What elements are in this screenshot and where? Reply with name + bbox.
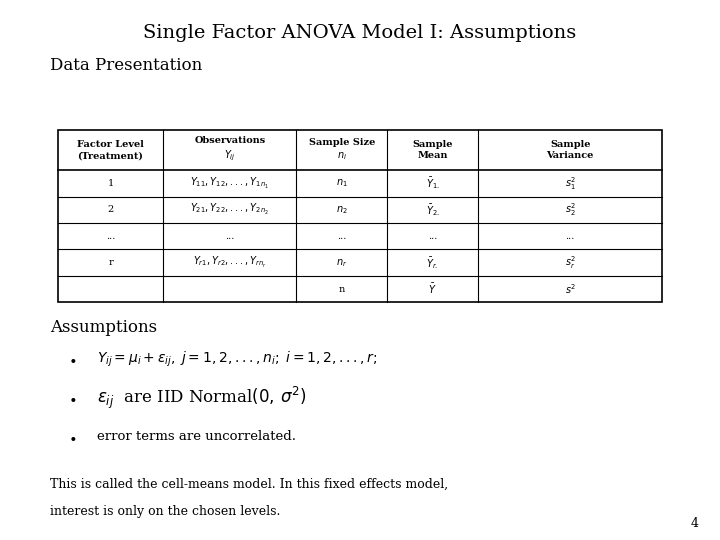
Text: Assumptions: Assumptions (50, 319, 158, 335)
Text: $\bar{Y}$: $\bar{Y}$ (428, 282, 437, 296)
Text: $\bullet$: $\bullet$ (68, 352, 76, 366)
Text: Observations
$Y_{ij}$: Observations $Y_{ij}$ (194, 137, 266, 163)
Text: $\varepsilon_{ij}$  are IID Normal$(0,\,\sigma^2)$: $\varepsilon_{ij}$ are IID Normal$(0,\,\… (97, 385, 307, 411)
Text: ...: ... (225, 232, 235, 241)
Text: $n_1$: $n_1$ (336, 178, 348, 189)
Text: 4: 4 (690, 517, 698, 530)
Text: interest is only on the chosen levels.: interest is only on the chosen levels. (50, 505, 281, 518)
Text: $n_r$: $n_r$ (336, 257, 348, 268)
Text: $s_r^2$: $s_r^2$ (564, 254, 576, 271)
Text: $\bar{Y}_{r.}$: $\bar{Y}_{r.}$ (426, 255, 438, 271)
Text: n: n (338, 285, 345, 294)
Text: ...: ... (565, 232, 575, 241)
Text: ...: ... (337, 232, 346, 241)
Text: $Y_{21},Y_{22},...,Y_{2n_2}$: $Y_{21},Y_{22},...,Y_{2n_2}$ (191, 202, 269, 217)
Text: $\bar{Y}_{1.}$: $\bar{Y}_{1.}$ (426, 176, 439, 191)
Text: $Y_{11},Y_{12},...,Y_{1n_1}$: $Y_{11},Y_{12},...,Y_{1n_1}$ (190, 176, 269, 191)
Text: Single Factor ANOVA Model I: Assumptions: Single Factor ANOVA Model I: Assumptions (143, 24, 577, 42)
Text: $s_1^2$: $s_1^2$ (564, 175, 576, 192)
Text: Sample Size
$n_i$: Sample Size $n_i$ (309, 138, 375, 161)
Text: Factor Level
(Treatment): Factor Level (Treatment) (77, 140, 144, 160)
Text: error terms are uncorrelated.: error terms are uncorrelated. (97, 430, 296, 443)
Text: $Y_{ij} = \mu_i + \varepsilon_{ij},\; j=1,2,...,n_i;\; i=1,2,...,r;$: $Y_{ij} = \mu_i + \varepsilon_{ij},\; j=… (97, 349, 378, 369)
Text: $s_2^2$: $s_2^2$ (564, 201, 576, 218)
Text: ...: ... (428, 232, 437, 241)
Text: $s^2$: $s^2$ (564, 282, 576, 296)
Text: r: r (108, 258, 113, 267)
Text: This is called the cell-means model. In this fixed effects model,: This is called the cell-means model. In … (50, 477, 449, 490)
Text: $\bullet$: $\bullet$ (68, 430, 76, 444)
Text: Data Presentation: Data Presentation (50, 57, 202, 73)
Text: $Y_{r1},Y_{r2},...,Y_{rn_r}$: $Y_{r1},Y_{r2},...,Y_{rn_r}$ (193, 255, 267, 270)
Text: 1: 1 (107, 179, 114, 188)
Text: Sample
Mean: Sample Mean (413, 140, 453, 160)
Text: ...: ... (106, 232, 115, 241)
Bar (58, 130, 662, 302)
Text: $\bar{Y}_{2.}$: $\bar{Y}_{2.}$ (426, 202, 439, 218)
Text: $n_2$: $n_2$ (336, 204, 348, 215)
Text: Sample
Variance: Sample Variance (546, 140, 594, 160)
Text: $\bullet$: $\bullet$ (68, 391, 76, 405)
Text: 2: 2 (107, 205, 114, 214)
